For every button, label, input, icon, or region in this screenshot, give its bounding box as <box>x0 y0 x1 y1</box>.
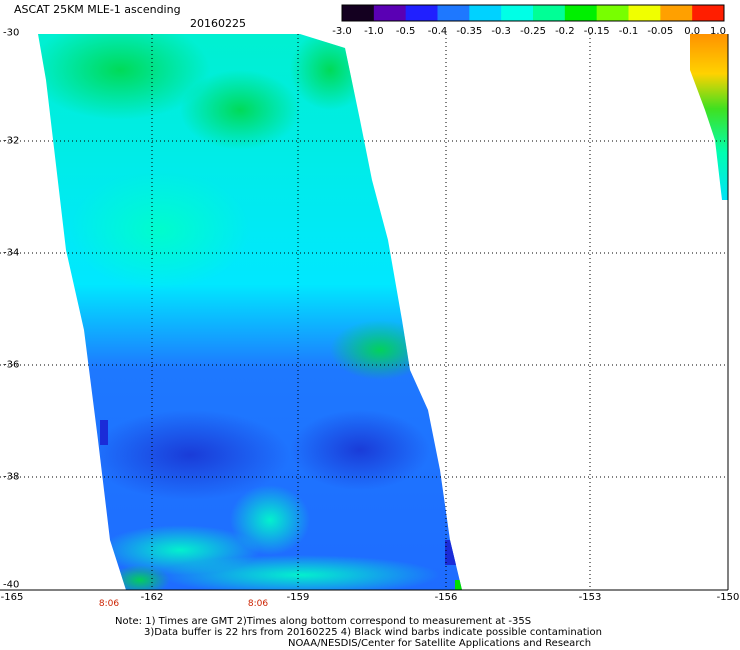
colorbar-swatch <box>437 5 470 21</box>
colorbar-swatch <box>373 5 407 21</box>
colorbar-border <box>341 4 725 22</box>
colorbar-tick-label: -0.25 <box>520 26 546 37</box>
swath-main <box>38 34 462 590</box>
note-line-3: NOAA/NESDIS/Center for Satellite Applica… <box>288 638 592 649</box>
lon-label: -159 <box>286 592 310 603</box>
time-label: 8:06 <box>98 599 120 609</box>
colorbar-tick-label: 0.0 <box>684 26 701 37</box>
map-title: ASCAT 25KM MLE-1 ascending <box>14 3 181 16</box>
lon-label: -162 <box>140 592 164 603</box>
colorbar-swatch <box>628 5 661 21</box>
colorbar-swatch <box>501 5 534 21</box>
colorbar-swatch <box>469 5 502 21</box>
colorbar-swatch <box>692 5 725 21</box>
colorbar-tick-label: -0.2 <box>555 26 575 37</box>
map-date: 20160225 <box>190 17 246 30</box>
grid-lines <box>0 34 728 590</box>
lat-label: -40 <box>3 579 20 591</box>
note-line-1: Note: 1) Times are GMT 2)Times along bot… <box>115 616 532 627</box>
colorbar-tick-label: -0.05 <box>647 26 674 37</box>
plot-frame <box>0 34 729 591</box>
colorbar-tick-label: -0.4 <box>427 26 448 37</box>
colorbar-swatch <box>660 5 693 21</box>
colorbar-tick-label: -0.15 <box>583 26 610 37</box>
colorbar-swatch <box>596 5 629 21</box>
colorbar-swatch <box>405 5 438 21</box>
time-label: 8:06 <box>247 599 269 609</box>
colorbar-tick-label: 1.0 <box>710 26 726 37</box>
colorbar-swatch <box>564 5 598 21</box>
lat-label: -36 <box>3 359 20 371</box>
lat-label: -34 <box>3 247 20 259</box>
colorbar-swatch <box>342 5 375 21</box>
lat-label: -30 <box>3 27 20 39</box>
colorbar-tick-label: -0.35 <box>456 26 483 37</box>
colorbar-tick-label: -0.3 <box>491 26 511 37</box>
lon-label: -150 <box>716 592 740 603</box>
note-line-2: 3)Data buffer is 22 hrs from 20160225 4)… <box>144 627 602 638</box>
colorbar-tick-label: -0.5 <box>395 26 416 37</box>
colorbar-swatch <box>533 5 566 21</box>
lon-label: -156 <box>434 592 458 603</box>
colorbar-tick-label: -0.1 <box>618 26 639 37</box>
lat-label: -32 <box>3 135 20 147</box>
lat-label: -38 <box>3 471 20 483</box>
lon-label: -165 <box>0 592 24 603</box>
lon-label: -153 <box>578 592 602 603</box>
colorbar-tick-label: -3.0 <box>332 26 352 37</box>
colorbar <box>341 4 725 22</box>
colorbar-tick-label: -1.0 <box>364 26 384 37</box>
